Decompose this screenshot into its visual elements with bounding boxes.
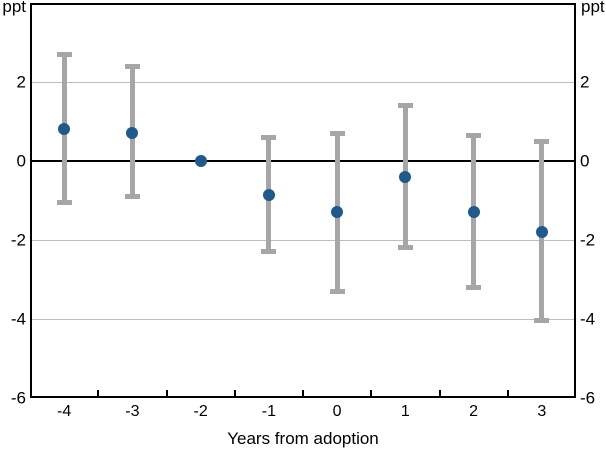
gridline: [30, 81, 576, 83]
y-tick-label-left: -2: [10, 230, 26, 250]
y-tick-label-right: 0: [580, 151, 590, 171]
data-point: [262, 188, 275, 201]
x-tick-label: 2: [469, 403, 479, 420]
data-point: [535, 226, 548, 239]
error-bar-cap-top: [56, 51, 72, 57]
error-bar-cap-top: [124, 63, 140, 69]
x-tick-label: -2: [193, 403, 208, 420]
data-point: [399, 170, 412, 183]
error-bar-cap-bottom: [261, 249, 277, 255]
data-point: [467, 206, 480, 219]
y-tick-label-left: 2: [16, 72, 26, 92]
data-point: [126, 127, 139, 140]
x-axis-title: Years from adoption: [227, 429, 379, 448]
error-bar-cap-bottom: [329, 288, 345, 294]
x-axis-tick: [165, 390, 168, 398]
y-tick-label-right: -2: [580, 230, 596, 250]
x-axis-tick: [370, 390, 373, 398]
y-tick-label-right: 2: [580, 72, 590, 92]
y-axis-unit-right: ppt: [581, 0, 605, 16]
y-tick-label-left: 0: [16, 151, 26, 171]
gridline: [30, 318, 576, 320]
gridline: [30, 239, 576, 241]
error-bar-cap-top: [397, 103, 413, 109]
error-bar-cap-top: [466, 132, 482, 138]
x-axis-tick: [233, 390, 236, 398]
y-tick-label-right: -6: [580, 388, 596, 408]
error-bar-cap-bottom: [534, 318, 550, 324]
x-axis-tick: [97, 390, 100, 398]
x-tick-label: 3: [537, 403, 547, 420]
zero-line: [30, 160, 576, 162]
y-tick-label-left: -4: [10, 309, 26, 329]
x-tick-label: 1: [400, 403, 410, 420]
x-tick-label: -3: [125, 403, 140, 420]
x-tick-label: 0: [332, 403, 342, 420]
error-bar-cap-top: [329, 130, 345, 136]
x-axis-tick: [506, 390, 509, 398]
error-bar-cap-top: [261, 134, 277, 140]
error-bar-cap-bottom: [466, 284, 482, 290]
x-axis-tick: [302, 390, 304, 398]
data-point: [58, 123, 71, 136]
x-tick-label: -4: [57, 403, 72, 420]
x-axis-tick: [438, 390, 441, 398]
y-axis-unit-left: ppt: [2, 0, 26, 16]
error-bar-cap-bottom: [124, 194, 140, 200]
plot-border: [30, 3, 576, 398]
data-point: [331, 206, 344, 219]
data-point: [194, 155, 207, 167]
error-bar-cap-top: [534, 138, 550, 144]
error-bar-cap-bottom: [397, 245, 413, 251]
y-tick-label-left: -6: [10, 388, 26, 408]
plot-area: [30, 3, 576, 398]
x-tick-label: -1: [261, 403, 276, 420]
y-tick-label-right: -4: [580, 309, 596, 329]
error-bar-cap-bottom: [56, 199, 72, 205]
